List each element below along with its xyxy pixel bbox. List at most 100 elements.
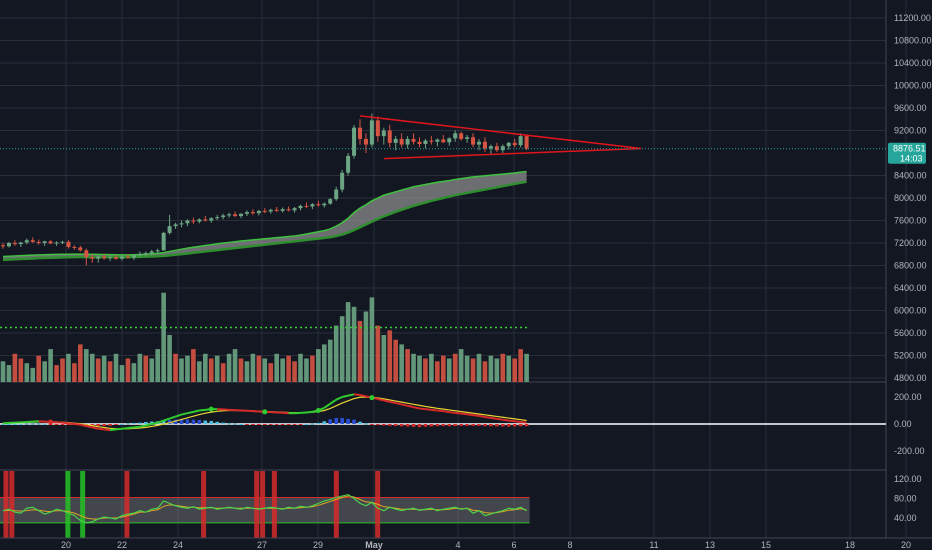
volume-bar bbox=[89, 353, 95, 382]
candle-body bbox=[30, 240, 35, 242]
macd-cross-dot bbox=[315, 408, 321, 413]
last-price-label: 8876.51 bbox=[893, 144, 926, 154]
rsi-signal-bar bbox=[254, 471, 260, 538]
macd-line-segment bbox=[115, 427, 123, 431]
macd-histogram-bar bbox=[161, 420, 166, 424]
volume-bar bbox=[30, 367, 36, 382]
triangle-upper-line bbox=[359, 115, 642, 150]
macd-histogram-bar bbox=[203, 420, 208, 424]
macd-histogram-bar bbox=[447, 424, 452, 427]
macd-line-segment bbox=[449, 411, 456, 414]
candle-body bbox=[167, 226, 172, 233]
price-axis: 11200.00 10800.00 10400.00 10000.00 9600.00 9… bbox=[894, 13, 932, 523]
volume-bar bbox=[149, 358, 155, 382]
volume-bar bbox=[345, 302, 351, 382]
volume-bar bbox=[339, 316, 345, 382]
volume-bar bbox=[250, 353, 256, 382]
macd-line-segment bbox=[389, 400, 396, 405]
macd-line-segment bbox=[169, 415, 176, 420]
candle-body bbox=[435, 139, 440, 142]
candle-body bbox=[256, 210, 261, 214]
candle-body bbox=[48, 241, 53, 244]
macd-histogram-bar bbox=[364, 423, 368, 425]
price-tick-label: 10800.00 bbox=[894, 36, 932, 46]
macd-histogram-bar bbox=[328, 419, 333, 424]
macd-line-segment bbox=[121, 427, 129, 430]
macd-histogram-bar bbox=[292, 424, 297, 425]
price-tick-label: 8000.00 bbox=[894, 193, 927, 203]
macd-tick-label: 200.00 bbox=[894, 392, 922, 402]
macd-histogram-bar bbox=[245, 424, 249, 425]
volume-bar bbox=[214, 355, 220, 382]
candle-body bbox=[78, 247, 83, 251]
time-axis: 20 22 24 27 29 May 4 6 8 11 13 15 18 20 bbox=[0, 537, 932, 550]
candle-body bbox=[459, 133, 464, 139]
candle-body bbox=[137, 254, 142, 256]
candle-body bbox=[500, 146, 505, 151]
candle-body bbox=[399, 138, 404, 145]
macd-histogram-bar bbox=[114, 424, 118, 425]
candle-body bbox=[429, 140, 434, 142]
volume-bar bbox=[327, 339, 333, 382]
macd-histogram-bar bbox=[191, 419, 196, 424]
macd-histogram-bar bbox=[411, 424, 416, 427]
candle-body bbox=[292, 208, 297, 211]
macd-line-segment bbox=[68, 422, 75, 425]
candle-body bbox=[387, 130, 392, 143]
candle-body bbox=[203, 219, 208, 221]
candle-body bbox=[363, 138, 368, 145]
macd-cross-dot bbox=[208, 406, 214, 412]
macd-histogram-bar bbox=[268, 424, 273, 425]
macd-line-segment bbox=[425, 408, 432, 411]
macd-line-segment bbox=[329, 398, 337, 405]
volume-bar bbox=[226, 353, 232, 382]
macd-line-segment bbox=[407, 404, 414, 409]
time-tick-label: 24 bbox=[173, 540, 183, 550]
macd-histogram-bar bbox=[149, 421, 154, 424]
macd-histogram-bar bbox=[376, 424, 380, 426]
candle-body bbox=[90, 257, 95, 259]
volume-bar bbox=[101, 355, 107, 382]
volume-bar bbox=[173, 353, 178, 382]
candle-body bbox=[12, 243, 17, 245]
macd-line-segment bbox=[431, 408, 438, 412]
macd-line-segment bbox=[335, 396, 343, 401]
candle-body bbox=[125, 256, 130, 258]
volume-bar bbox=[351, 306, 357, 382]
macd-histogram-bar bbox=[405, 424, 410, 427]
macd-line-segment bbox=[181, 412, 188, 416]
macd-cross-dot bbox=[48, 419, 54, 425]
rsi-signal-bar bbox=[9, 471, 15, 538]
macd-histogram-bar bbox=[334, 417, 338, 424]
macd-line-segment bbox=[413, 406, 420, 410]
macd-histogram-bar bbox=[25, 423, 29, 425]
macd-line-segment bbox=[383, 399, 390, 403]
volume-bar bbox=[167, 335, 172, 382]
volume-bar bbox=[161, 292, 166, 382]
candle-body bbox=[310, 204, 315, 207]
candle-body bbox=[191, 220, 196, 222]
price-tick-label: 11200.00 bbox=[894, 13, 931, 23]
candle-body bbox=[274, 209, 279, 211]
volume-bar bbox=[464, 355, 470, 382]
price-tick-label: 10000.00 bbox=[894, 81, 932, 91]
macd-histogram-bar bbox=[495, 424, 499, 427]
macd-histogram-bar bbox=[518, 424, 523, 427]
time-tick-label: 29 bbox=[313, 540, 323, 550]
macd-histogram-bar bbox=[197, 419, 202, 424]
macd-line-segment bbox=[62, 421, 69, 425]
candle-body bbox=[477, 141, 481, 145]
macd-histogram-bar bbox=[286, 424, 291, 425]
volume-bar bbox=[203, 353, 208, 382]
macd-histogram-bar bbox=[96, 424, 100, 427]
candle-body bbox=[155, 250, 160, 252]
volume-bar bbox=[262, 358, 268, 382]
volume-bar bbox=[375, 325, 381, 382]
macd-line-segment bbox=[151, 421, 158, 425]
volume-bar bbox=[274, 353, 279, 382]
macd-line-segment bbox=[401, 403, 408, 407]
rsi-tick-label: 120.00 bbox=[894, 474, 922, 484]
volume-bar bbox=[446, 358, 452, 382]
price-tick-label: 6400.00 bbox=[894, 283, 927, 293]
